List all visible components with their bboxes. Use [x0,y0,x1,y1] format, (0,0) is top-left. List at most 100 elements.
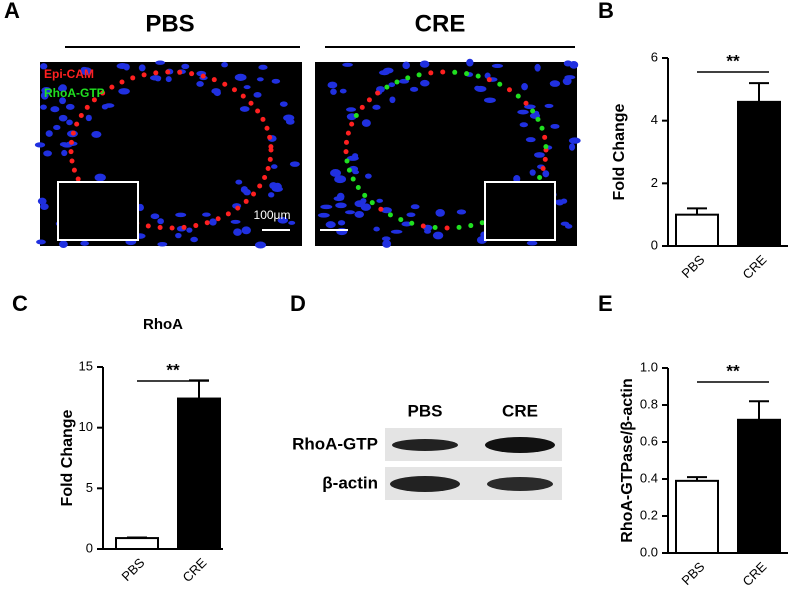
stain-dot [268,144,274,150]
blot-column: PBS [408,401,443,420]
stain-dot [145,223,151,229]
stain-dot [189,71,195,77]
y-tick-label: 15 [79,358,93,373]
nucleus [53,124,61,131]
stain-dot [344,158,350,164]
stain-dot [91,97,97,103]
stain-dot [68,139,74,145]
x-tick-label: CRE [180,555,210,585]
y-tick-label: 5 [86,480,93,495]
stain-dot [130,75,136,81]
stain-dot [68,149,74,155]
nucleus [213,89,221,97]
nucleus [40,203,49,211]
nucleus [59,97,66,105]
nucleus [346,155,359,161]
nucleus [271,78,281,84]
nucleus [202,212,211,217]
nucleus [327,81,338,89]
nucleus [85,114,92,122]
y-tick-label: 0.0 [640,544,658,559]
blot-row: β-actin [322,473,378,492]
nucleus [34,142,46,148]
nucleus [50,106,60,113]
stain-dot [267,156,273,162]
stain-dot [267,134,273,140]
nucleus [544,103,554,108]
stain-dot [497,81,503,87]
nucleus [410,86,419,92]
nucleus [325,221,336,229]
stain-dot [359,104,365,110]
nucleus [221,62,228,68]
stain-dot [464,71,470,77]
nucleus [376,198,384,203]
nucleus [150,213,160,220]
nucleus [456,209,467,215]
blot-band [485,437,555,453]
stain-dot [486,77,492,83]
nucleus [373,226,380,232]
stain-label: Epi-CAM [44,67,94,81]
stain-dot [366,97,372,103]
bar [737,100,781,247]
stain-dot [78,112,84,118]
stain-dot [231,87,237,93]
stain-dot [394,79,400,85]
nucleus [542,170,550,178]
stain-dot [409,220,415,226]
nucleus [271,164,278,169]
nucleus [320,204,333,210]
nucleus [333,196,345,202]
y-tick-label: 0.4 [640,470,658,485]
stain-dot [530,108,536,114]
stain-dot [350,176,356,182]
x-tick-label: PBS [679,559,708,588]
nucleus [196,80,204,87]
blot-band [392,439,458,451]
stain-dot [69,158,75,164]
stain-dot [225,211,231,217]
stain-dot [193,223,199,229]
nucleus [550,123,560,129]
stain-dot [355,185,361,191]
nucleus [157,241,168,247]
nucleus [59,142,69,147]
nucleus [381,207,392,214]
nucleus [388,82,396,88]
nucleus [101,104,109,110]
stain-dot [353,112,359,118]
inset [484,181,556,241]
nucleus [410,204,420,210]
nucleus [401,221,412,227]
stain-dot [100,90,106,96]
stain-dot [369,200,375,206]
stain-dot [264,125,270,131]
nucleus [289,161,300,167]
nucleus [406,212,416,218]
nucleus [526,240,538,246]
stain-dot [74,121,80,127]
nucleus [432,231,444,240]
stain-label: RhoA-GTP [44,86,105,100]
y-axis-label: RhoA-GTPase/β-actin [619,378,636,542]
y-tick-label: 0.6 [640,433,658,448]
blot-band [487,477,553,491]
stain-dot [362,192,368,198]
stain-dot [251,191,257,197]
group-title: PBS [145,10,194,37]
stain-dot [235,205,241,211]
nucleus [337,220,346,226]
nucleus [529,169,536,176]
y-axis-label: Fold Change [59,409,76,506]
nucleus [562,77,572,86]
bar [737,418,781,554]
nucleus [254,241,267,249]
nucleus [268,192,275,198]
panel-letter: C [12,291,28,316]
stain-dot [177,69,183,75]
nucleus [491,63,504,69]
stain-dot [384,84,390,90]
stain-dot [211,77,217,83]
